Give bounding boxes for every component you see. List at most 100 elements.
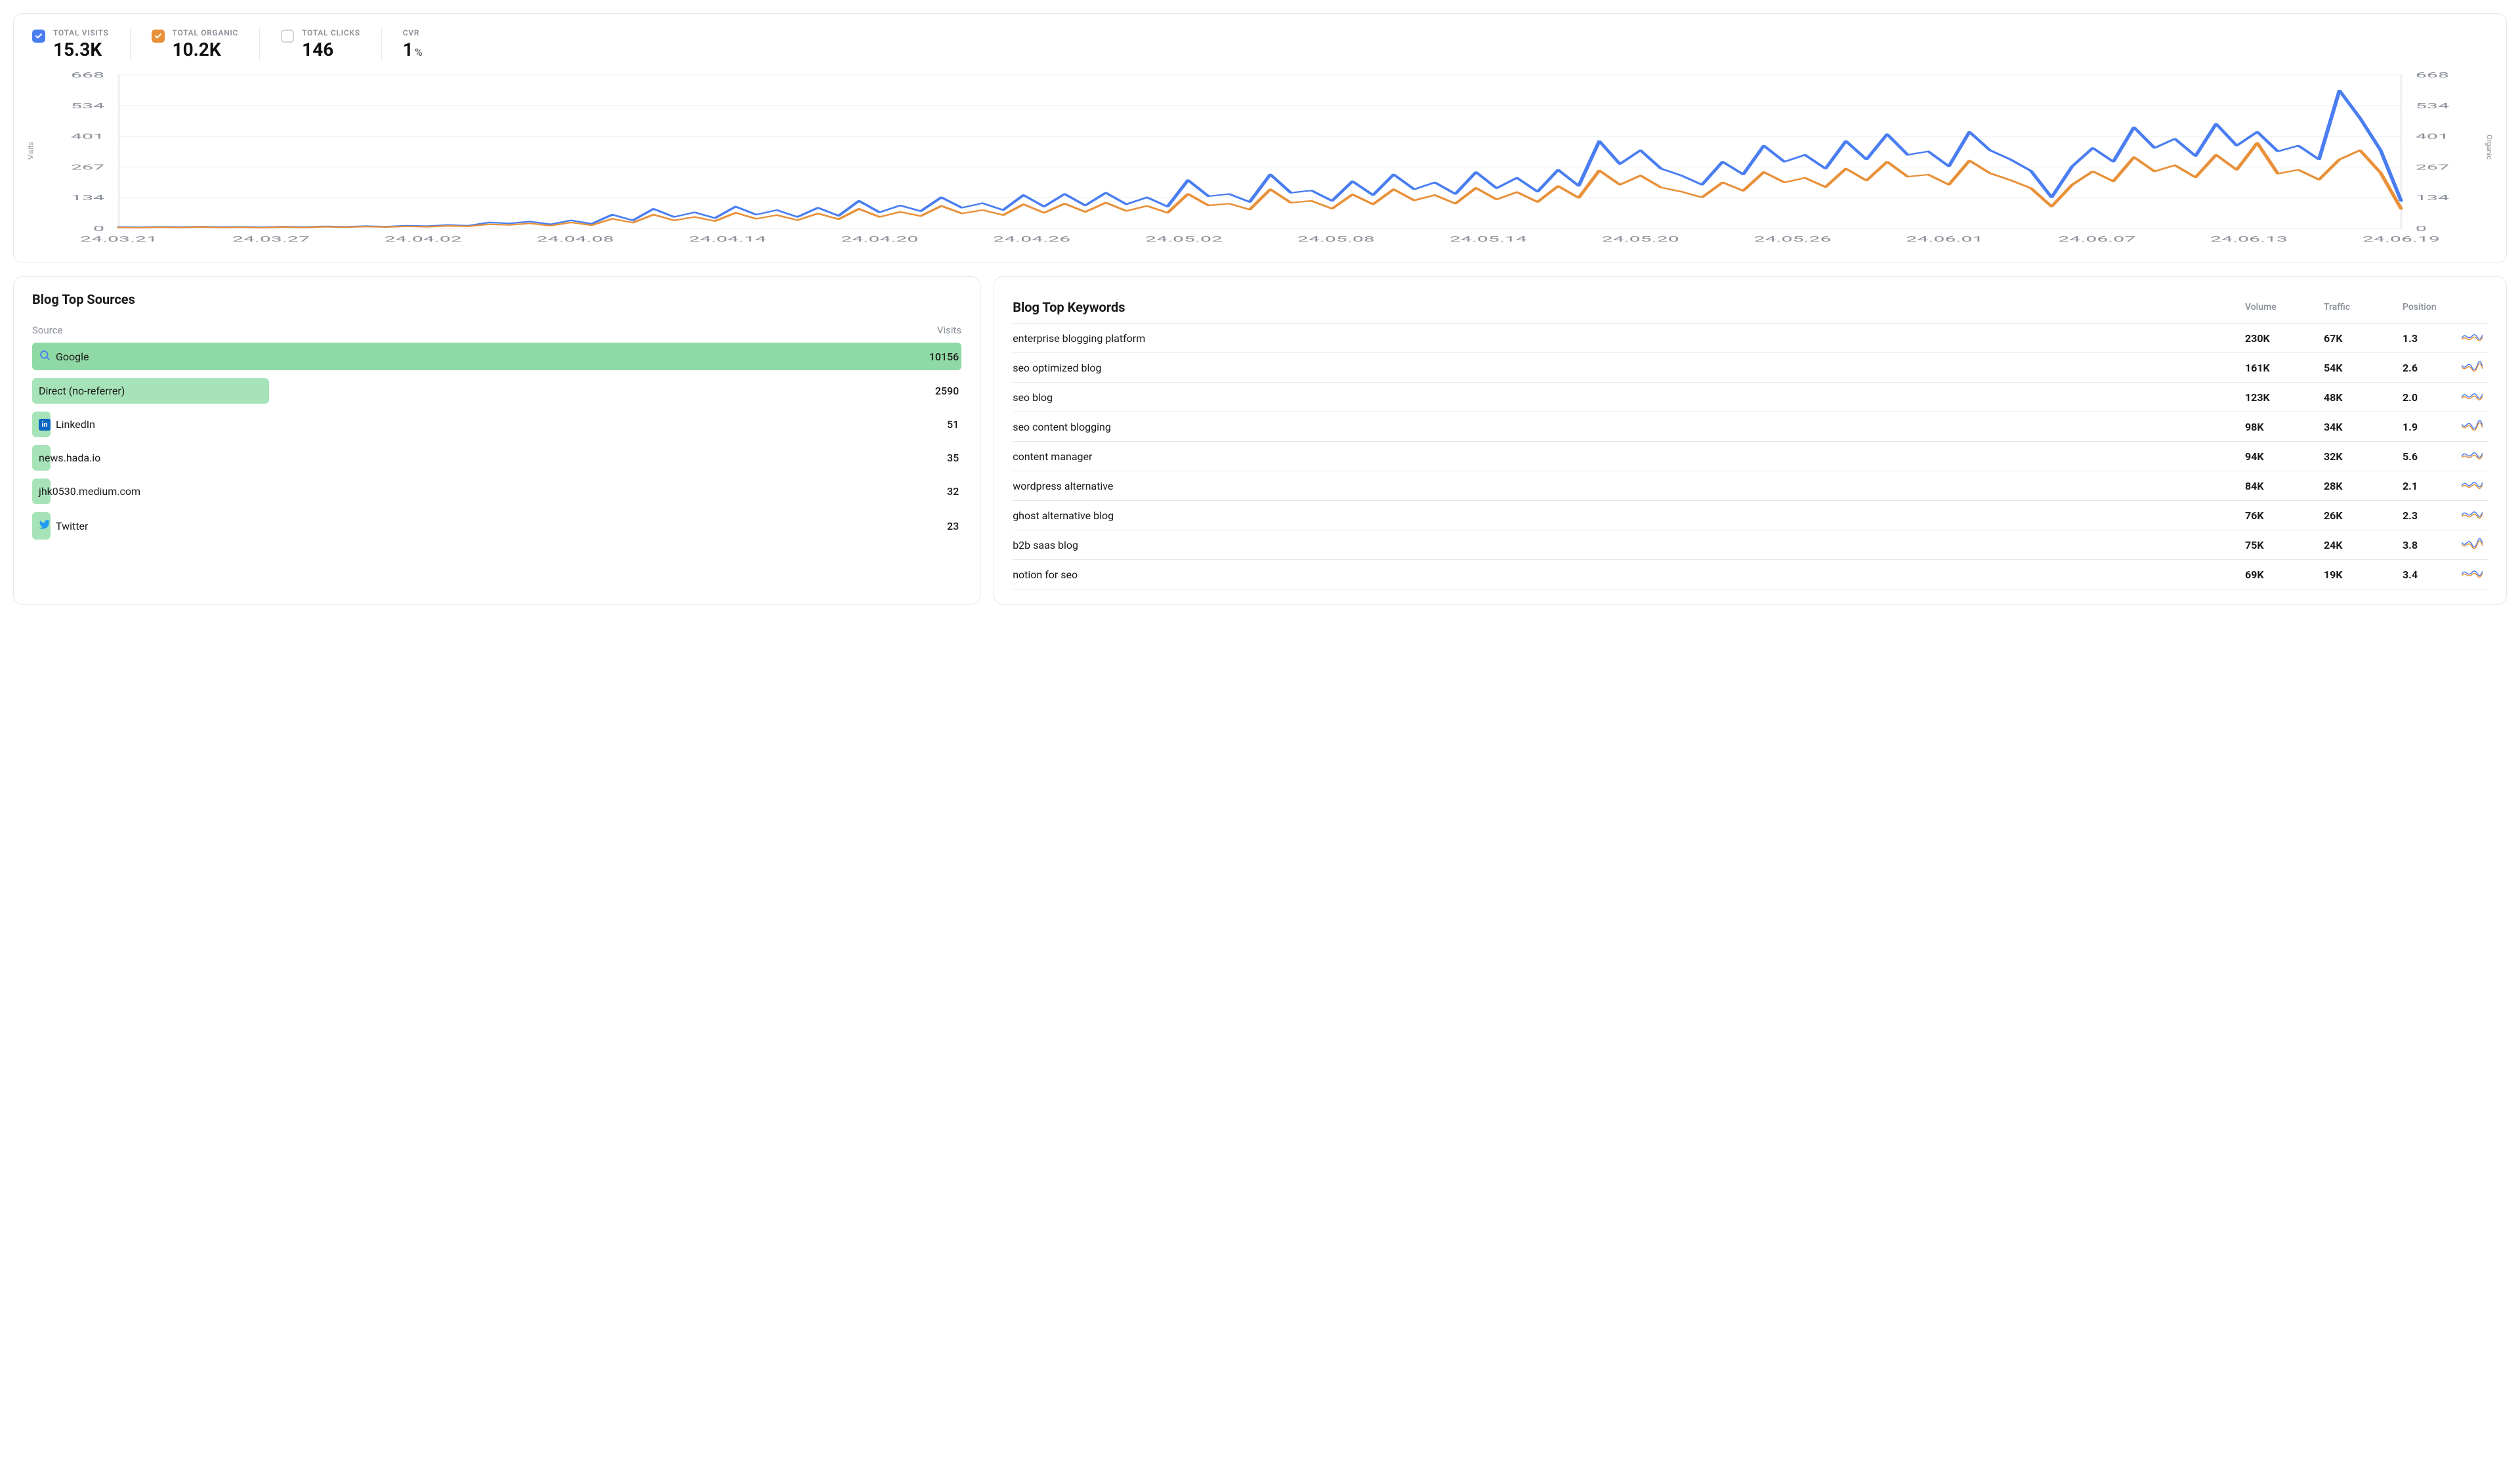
source-visits: 10156 bbox=[929, 351, 961, 363]
twitter-icon bbox=[39, 519, 51, 533]
keyword-name: b2b saas blog bbox=[1013, 539, 2238, 551]
keyword-name: enterprise blogging platform bbox=[1013, 332, 2238, 345]
keyword-row[interactable]: seo blog123K48K2.0 bbox=[1013, 383, 2488, 412]
source-row[interactable]: Twitter23 bbox=[32, 512, 961, 540]
svg-text:24.04.08: 24.04.08 bbox=[537, 235, 614, 244]
keyword-row[interactable]: b2b saas blog75K24K3.8 bbox=[1013, 530, 2488, 560]
svg-text:0: 0 bbox=[93, 224, 104, 233]
keyword-traffic: 26K bbox=[2324, 509, 2396, 522]
source-name: jhk0530.medium.com bbox=[32, 485, 140, 498]
metric-cvr-label: CVR bbox=[403, 28, 423, 37]
svg-text:24.04.14: 24.04.14 bbox=[688, 235, 766, 244]
metrics-row: TOTAL VISITS15.3KTOTAL ORGANIC10.2KTOTAL… bbox=[32, 28, 2488, 60]
keyword-name: notion for seo bbox=[1013, 568, 2238, 581]
keyword-name: wordpress alternative bbox=[1013, 480, 2238, 492]
top-sources-panel: Blog Top Sources Source Visits Google101… bbox=[13, 276, 980, 605]
keyword-row[interactable]: content manager 94K 32K 5.6 bbox=[1013, 442, 2488, 471]
metric-clicks-label: TOTAL CLICKS bbox=[302, 28, 360, 37]
keyword-trend bbox=[2462, 361, 2488, 374]
source-name: Direct (no-referrer) bbox=[32, 385, 125, 397]
source-row[interactable]: Google 10156 bbox=[32, 343, 961, 370]
keyword-trend bbox=[2462, 509, 2488, 522]
sparkline-icon bbox=[2462, 331, 2483, 342]
keyword-trend bbox=[2462, 450, 2488, 463]
keywords-col-volume: Volume bbox=[2245, 302, 2317, 312]
metric-visits-value: 15.3K bbox=[53, 39, 109, 60]
source-row[interactable]: Direct (no-referrer)2590 bbox=[32, 378, 961, 404]
source-row[interactable]: jhk0530.medium.com 32 bbox=[32, 479, 961, 504]
sparkline-icon bbox=[2462, 391, 2483, 401]
metric-organic-label: TOTAL ORGANIC bbox=[173, 28, 239, 37]
source-row[interactable]: inLinkedIn 51 bbox=[32, 412, 961, 437]
keyword-traffic: 54K bbox=[2324, 362, 2396, 374]
svg-text:24.03.27: 24.03.27 bbox=[232, 235, 310, 244]
source-visits: 51 bbox=[947, 418, 961, 431]
metric-clicks-value: 146 bbox=[302, 39, 360, 60]
sparkline-icon bbox=[2462, 509, 2483, 519]
keyword-traffic: 24K bbox=[2324, 539, 2396, 551]
keyword-traffic: 32K bbox=[2324, 450, 2396, 463]
metric-organic-checkbox[interactable] bbox=[152, 30, 165, 43]
svg-text:24.06.07: 24.06.07 bbox=[2058, 235, 2135, 244]
keyword-position: 2.6 bbox=[2403, 362, 2455, 374]
visits-chart: Visits Organic 0013413426726740140153453… bbox=[32, 71, 2488, 248]
keyword-traffic: 34K bbox=[2324, 421, 2396, 433]
keyword-row[interactable]: ghost alternative blog 76K 26K 2.3 bbox=[1013, 501, 2488, 530]
keyword-traffic: 48K bbox=[2324, 391, 2396, 404]
keyword-name: content manager bbox=[1013, 450, 2238, 463]
keyword-trend bbox=[2462, 538, 2488, 551]
keyword-name: seo content blogging bbox=[1013, 421, 2238, 433]
keyword-traffic: 19K bbox=[2324, 568, 2396, 581]
svg-text:0: 0 bbox=[2416, 224, 2427, 233]
keyword-volume: 69K bbox=[2245, 568, 2317, 581]
sparkline-icon bbox=[2462, 568, 2483, 578]
linkedin-icon: in bbox=[39, 419, 51, 431]
svg-text:534: 534 bbox=[71, 102, 104, 110]
metric-cvr-value: 1% bbox=[403, 39, 423, 60]
svg-text:24.06.19: 24.06.19 bbox=[2362, 235, 2440, 244]
keyword-name: seo blog bbox=[1013, 391, 2238, 404]
keyword-position: 2.3 bbox=[2403, 509, 2455, 522]
keywords-col-traffic: Traffic bbox=[2324, 302, 2396, 312]
svg-text:401: 401 bbox=[71, 132, 104, 140]
metric-organic: TOTAL ORGANIC 10.2K bbox=[152, 28, 261, 60]
metric-clicks-checkbox[interactable] bbox=[281, 30, 294, 43]
keyword-volume: 94K bbox=[2245, 450, 2317, 463]
source-name: Google bbox=[32, 349, 89, 364]
keyword-traffic: 67K bbox=[2324, 332, 2396, 345]
svg-text:24.06.01: 24.06.01 bbox=[1906, 235, 1983, 244]
metric-clicks: TOTAL CLICKS 146 bbox=[281, 28, 382, 60]
metric-organic-value: 10.2K bbox=[173, 39, 239, 60]
keyword-trend bbox=[2462, 568, 2488, 581]
source-visits: 32 bbox=[947, 485, 961, 498]
sparkline-icon bbox=[2462, 420, 2483, 431]
check-icon bbox=[154, 32, 162, 40]
top-keywords-panel: Blog Top Keywords Volume Traffic Positio… bbox=[994, 276, 2507, 605]
source-bar bbox=[32, 343, 961, 370]
svg-text:24.05.14: 24.05.14 bbox=[1450, 235, 1527, 244]
svg-text:668: 668 bbox=[2416, 71, 2449, 79]
svg-text:24.05.08: 24.05.08 bbox=[1297, 235, 1375, 244]
metric-visits-checkbox[interactable] bbox=[32, 30, 45, 43]
svg-text:267: 267 bbox=[2416, 163, 2449, 171]
keyword-volume: 76K bbox=[2245, 509, 2317, 522]
keyword-position: 5.6 bbox=[2403, 450, 2455, 463]
keyword-name: seo optimized blog bbox=[1013, 362, 2238, 374]
keyword-row[interactable]: notion for seo69K19K3.4 bbox=[1013, 560, 2488, 589]
keyword-name: ghost alternative blog bbox=[1013, 509, 2238, 522]
keyword-traffic: 28K bbox=[2324, 480, 2396, 492]
source-row[interactable]: news.hada.io35 bbox=[32, 445, 961, 471]
keyword-row[interactable]: seo content blogging 98K 34K 1.9 bbox=[1013, 412, 2488, 442]
keyword-row[interactable]: enterprise blogging platform230K67K1.3 bbox=[1013, 324, 2488, 353]
keyword-volume: 123K bbox=[2245, 391, 2317, 404]
sparkline-icon bbox=[2462, 538, 2483, 549]
keyword-row[interactable]: wordpress alternative84K28K2.1 bbox=[1013, 471, 2488, 501]
keyword-volume: 98K bbox=[2245, 421, 2317, 433]
svg-text:401: 401 bbox=[2416, 132, 2449, 140]
chart-svg: 0013413426726740140153453466866824.03.21… bbox=[32, 71, 2488, 248]
keyword-row[interactable]: seo optimized blog161K54K2.6 bbox=[1013, 353, 2488, 383]
source-name: inLinkedIn bbox=[32, 418, 95, 431]
keyword-position: 1.9 bbox=[2403, 421, 2455, 433]
keyword-position: 2.1 bbox=[2403, 480, 2455, 492]
svg-text:24.05.20: 24.05.20 bbox=[1602, 235, 1679, 244]
